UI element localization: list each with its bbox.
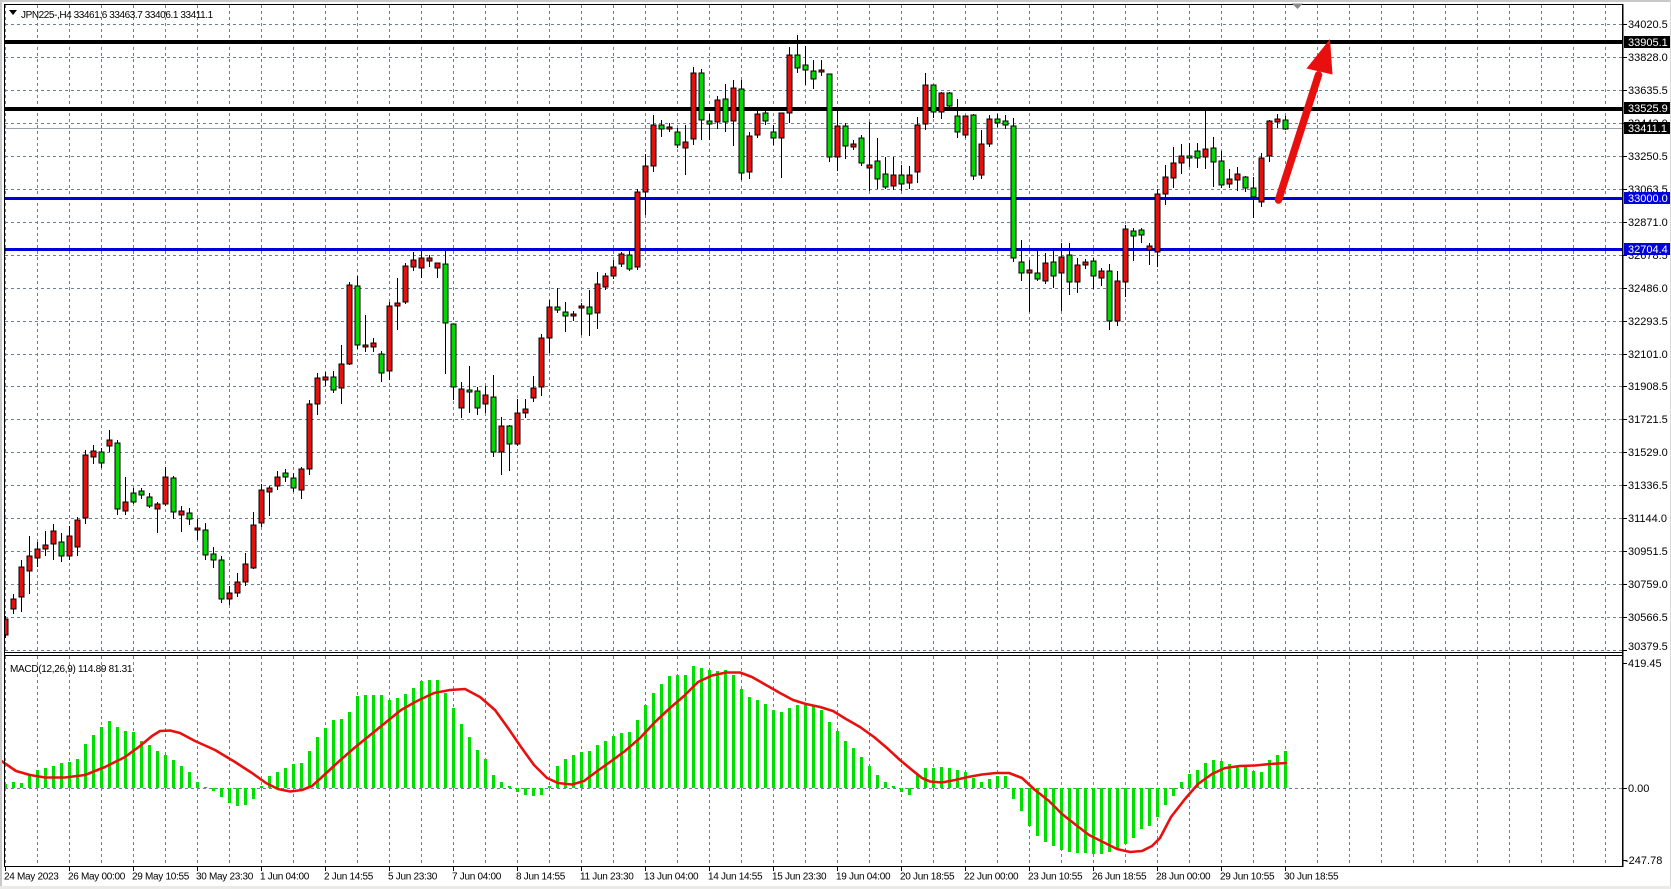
svg-text:34020.5: 34020.5 — [1628, 19, 1668, 31]
svg-text:32704.4: 32704.4 — [1628, 244, 1668, 256]
svg-text:30 Jun 18:55: 30 Jun 18:55 — [1284, 872, 1339, 883]
svg-text:419.45: 419.45 — [1628, 658, 1662, 670]
svg-text:33000.0: 33000.0 — [1628, 193, 1668, 205]
svg-text:32293.5: 32293.5 — [1628, 316, 1668, 328]
svg-text:7 Jun 04:00: 7 Jun 04:00 — [452, 872, 502, 883]
svg-text:15 Jun 23:30: 15 Jun 23:30 — [772, 872, 827, 883]
svg-text:33905.1: 33905.1 — [1628, 37, 1668, 49]
svg-text:33828.0: 33828.0 — [1628, 52, 1668, 64]
svg-text:31336.5: 31336.5 — [1628, 480, 1668, 492]
svg-text:0.00: 0.00 — [1628, 783, 1649, 795]
svg-text:19 Jun 04:00: 19 Jun 04:00 — [836, 872, 891, 883]
svg-text:29 Jun 10:55: 29 Jun 10:55 — [1220, 872, 1275, 883]
svg-text:13 Jun 04:00: 13 Jun 04:00 — [644, 872, 699, 883]
svg-text:33525.9: 33525.9 — [1628, 103, 1668, 115]
svg-text:31908.5: 31908.5 — [1628, 381, 1668, 393]
svg-text:MACD(12,26,9) 114.89 81.31: MACD(12,26,9) 114.89 81.31 — [10, 664, 133, 675]
svg-text:23 Jun 10:55: 23 Jun 10:55 — [1028, 872, 1083, 883]
svg-text:2 Jun 14:55: 2 Jun 14:55 — [324, 872, 374, 883]
svg-text:20 Jun 18:55: 20 Jun 18:55 — [900, 872, 955, 883]
svg-text:30566.5: 30566.5 — [1628, 612, 1668, 624]
svg-text:30379.5: 30379.5 — [1628, 641, 1668, 653]
svg-text:33411.1: 33411.1 — [1628, 123, 1667, 135]
svg-text:JPN225-,H4 33461.6 33463.7 33: JPN225-,H4 33461.6 33463.7 33406.1 33411… — [21, 10, 214, 21]
svg-text:32871.0: 32871.0 — [1628, 217, 1668, 229]
svg-text:30759.0: 30759.0 — [1628, 579, 1668, 591]
svg-text:14 Jun 14:55: 14 Jun 14:55 — [708, 872, 763, 883]
svg-text:31144.0: 31144.0 — [1628, 513, 1667, 525]
svg-text:24 May 2023: 24 May 2023 — [4, 872, 59, 883]
svg-text:30 May 23:30: 30 May 23:30 — [196, 872, 254, 883]
svg-text:28 Jun 00:00: 28 Jun 00:00 — [1156, 872, 1211, 883]
svg-text:26 Jun 18:55: 26 Jun 18:55 — [1092, 872, 1147, 883]
svg-text:30951.5: 30951.5 — [1628, 546, 1668, 558]
svg-text:32101.0: 32101.0 — [1628, 349, 1668, 361]
svg-text:22 Jun 00:00: 22 Jun 00:00 — [964, 872, 1019, 883]
svg-text:5 Jun 23:30: 5 Jun 23:30 — [388, 872, 438, 883]
svg-text:33250.5: 33250.5 — [1628, 151, 1668, 163]
svg-text:33635.5: 33635.5 — [1628, 85, 1668, 97]
svg-text:-247.78: -247.78 — [1625, 855, 1662, 867]
svg-text:31529.0: 31529.0 — [1628, 447, 1668, 459]
svg-text:32486.0: 32486.0 — [1628, 283, 1668, 295]
svg-text:8 Jun 14:55: 8 Jun 14:55 — [516, 872, 566, 883]
svg-text:31721.5: 31721.5 — [1628, 414, 1668, 426]
svg-text:29 May 10:55: 29 May 10:55 — [132, 872, 190, 883]
svg-text:11 Jun 23:30: 11 Jun 23:30 — [580, 872, 634, 883]
svg-text:26 May 00:00: 26 May 00:00 — [68, 872, 126, 883]
svg-text:1 Jun 04:00: 1 Jun 04:00 — [260, 872, 310, 883]
